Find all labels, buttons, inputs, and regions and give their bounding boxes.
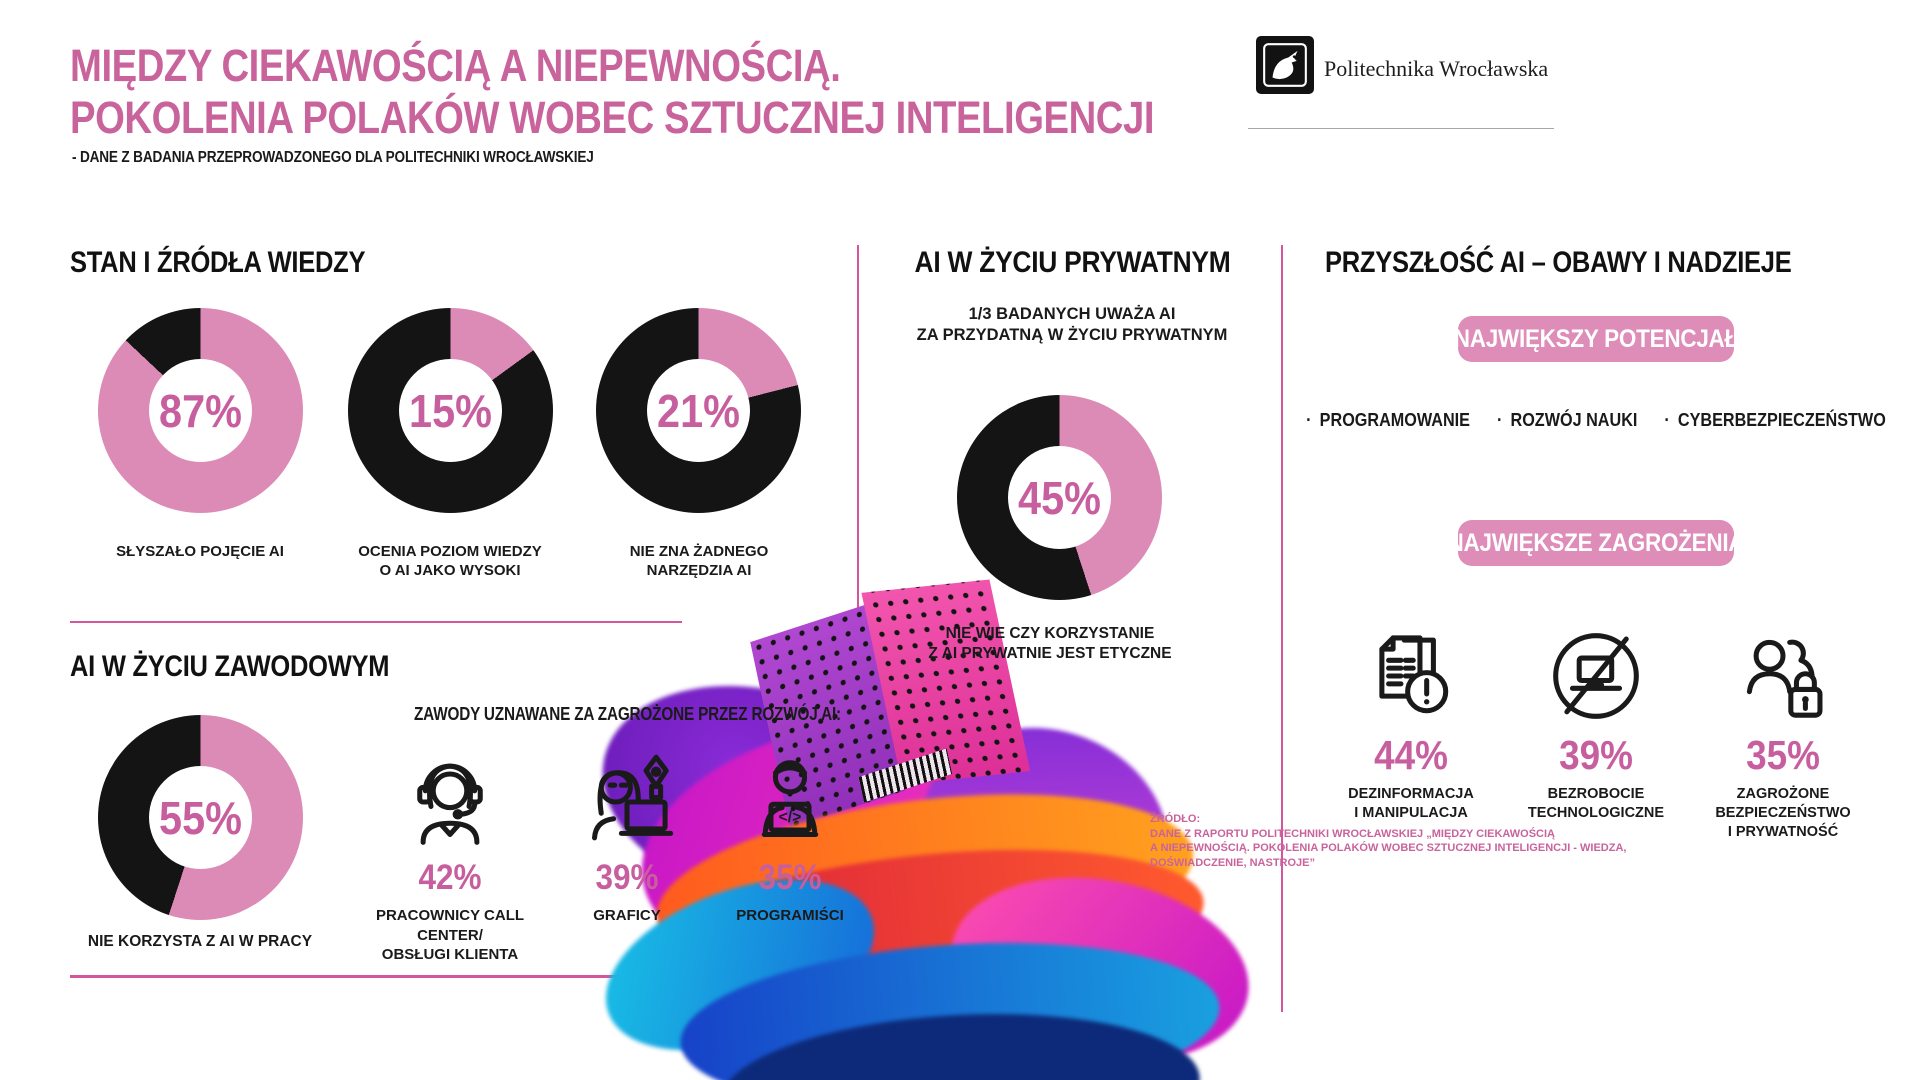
- potential-items: · PROGRAMOWANIE · ROZWÓJ NAUKI · CYBERBEZPI…: [1306, 410, 1886, 431]
- potential-badge-label: NAJWIĘKSZY POTENCJAŁ: [1453, 324, 1739, 353]
- threat-stat-unemployment: 39% BEZROBOCIE TECHNOLOGICZNE: [1506, 614, 1686, 823]
- threat-stat-privacy: 35% ZAGROŻONE BEZPIECZEŃSTWO I PRYWATNOŚ…: [1693, 614, 1873, 842]
- graphic-designer-icon: [542, 740, 712, 858]
- donut-value: 21%: [657, 384, 740, 437]
- call-center-agent-icon: [365, 740, 535, 858]
- page-title-line1: MIĘDZY CIEKAWOŚCIĄ A NIEPEWNOŚCIĄ.: [70, 40, 841, 91]
- job-stat-value: 39%: [595, 858, 659, 897]
- university-logo: [1256, 36, 1314, 94]
- potential-item: · CYBERBEZPIECZEŃSTWO: [1664, 410, 1886, 430]
- job-stat-programmers: </> 35% PROGRAMIŚCI: [705, 740, 875, 926]
- donut-caption: SŁYSZAŁO POJĘCIE AI: [116, 543, 284, 560]
- donut-chart-no-ai-at-work: 55%: [98, 715, 303, 920]
- section-divider-knowledge: [70, 621, 682, 623]
- bullet-icon: ·: [1497, 410, 1503, 430]
- donut-value: 45%: [1018, 471, 1101, 524]
- source-line: DANE Z RAPORTU POLITECHNIKI WROCŁAWSKIEJ…: [1150, 827, 1555, 840]
- threat-stat-label: DEZINFORMACJA I MANIPULACJA: [1348, 786, 1474, 821]
- donut-chart-ai-ethics-unsure: 45%: [957, 395, 1162, 600]
- donut-chart-high-knowledge: 15%: [348, 308, 553, 513]
- column-divider-right: [1281, 245, 1283, 1012]
- donut-value: 15%: [409, 384, 492, 437]
- logo-underline: [1248, 128, 1554, 129]
- source-note: ŹRÓDŁO: DANE Z RAPORTU POLITECHNIKI WROC…: [1150, 812, 1626, 871]
- donut-chart-heard-of-ai: 87%: [98, 308, 303, 513]
- eagle-emblem-icon: [1263, 43, 1307, 87]
- potential-item: · ROZWÓJ NAUKI: [1497, 410, 1638, 430]
- section-divider-work: [70, 975, 684, 978]
- threat-stat-label: BEZROBOCIE TECHNOLOGICZNE: [1527, 786, 1665, 821]
- section-heading-future: PRZYSZŁOŚĆ AI – OBAWY I NADZIEJE: [1325, 246, 1792, 279]
- threat-stat-disinformation: 44% DEZINFORMACJA I MANIPULACJA: [1321, 614, 1501, 823]
- job-stat-label: GRAFICY: [593, 907, 661, 924]
- donut-value: 55%: [159, 791, 242, 844]
- job-stat-label: PROGRAMIŚCI: [736, 907, 844, 924]
- threats-badge: NAJWIĘKSZE ZAGROŻENIA: [1448, 520, 1745, 566]
- donut-caption: NIE KORZYSTA Z AI W PRACY: [87, 933, 313, 950]
- job-stat-value: 35%: [758, 858, 822, 897]
- page-title-line2: POKOLENIA POLAKÓW WOBEC SZTUCZNEJ INTELI…: [70, 92, 1155, 143]
- potential-badge: NAJWIĘKSZY POTENCJAŁ: [1454, 316, 1738, 362]
- university-name: Politechnika Wrocławska: [1324, 56, 1549, 81]
- svg-text:</>: </>: [779, 809, 802, 826]
- job-stat-value: 42%: [418, 858, 482, 897]
- programmer-icon: </>: [705, 740, 875, 858]
- page-subtitle: - DANE Z BADANIA PRZEPROWADZONEGO DLA PO…: [72, 149, 594, 166]
- bullet-icon: ·: [1664, 410, 1670, 430]
- donut-value: 87%: [159, 384, 242, 437]
- job-stat-call-center: 42% PRACOWNICY CALL CENTER/ OBSŁUGI KLIE…: [365, 740, 535, 965]
- donut-chart-knows-no-tool: 21%: [596, 308, 801, 513]
- threat-stat-value: 39%: [1559, 732, 1633, 778]
- section-heading-private: AI W ŻYCIU PRYWATNYM: [914, 246, 1230, 279]
- private-caption: NIE WIE CZY KORZYSTANIE Z AI PRYWATNIE J…: [928, 625, 1172, 662]
- jobs-heading: ZAWODY UZNAWANE ZA ZAGROŻONE PRZEZ ROZWÓ…: [414, 704, 841, 724]
- threat-stat-value: 35%: [1746, 732, 1820, 778]
- bullet-icon: ·: [1306, 410, 1312, 430]
- threat-stat-label: ZAGROŻONE BEZPIECZEŃSTWO I PRYWATNOŚĆ: [1715, 786, 1851, 840]
- section-heading-knowledge: STAN I ŹRÓDŁA WIEDZY: [70, 246, 366, 279]
- private-note: 1/3 BADANYCH UWAŻA AI ZA PRZYDATNĄ W ŻYC…: [916, 305, 1228, 345]
- threats-badge-label: NAJWIĘKSZE ZAGROŻENIA: [1447, 528, 1745, 557]
- disinformation-documents-icon: [1321, 614, 1501, 732]
- donut-caption: OCENIA POZIOM WIEDZY O AI JAKO WYSOKI: [358, 543, 542, 580]
- people-privacy-lock-icon: [1693, 614, 1873, 732]
- source-line: DOŚWIADCZENIE, NASTROJE”: [1150, 857, 1316, 870]
- source-line: A NIEPEWNOŚCIĄ. POKOLENIA POLAKÓW WOBEC …: [1150, 842, 1627, 855]
- job-stat-label: PRACOWNICY CALL CENTER/ OBSŁUGI KLIENTA: [375, 907, 525, 963]
- job-stat-graphic-designers: 39% GRAFICY: [542, 740, 712, 926]
- donut-caption: NIE ZNA ŻADNEGO NARZĘDZIA AI: [629, 543, 769, 580]
- threat-stat-value: 44%: [1374, 732, 1448, 778]
- banned-laptop-icon: [1506, 614, 1686, 732]
- potential-item: · PROGRAMOWANIE: [1306, 410, 1470, 430]
- source-label: ŹRÓDŁO:: [1150, 813, 1201, 825]
- section-heading-work: AI W ŻYCIU ZAWODOWYM: [70, 650, 390, 683]
